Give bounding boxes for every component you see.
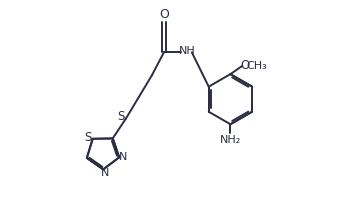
Text: CH₃: CH₃	[247, 61, 268, 71]
Text: O: O	[159, 8, 169, 21]
Text: N: N	[101, 168, 109, 178]
Text: N: N	[119, 152, 127, 162]
Text: NH₂: NH₂	[220, 135, 241, 145]
Text: S: S	[118, 110, 125, 123]
Text: NH: NH	[178, 46, 195, 56]
Text: S: S	[84, 131, 92, 144]
Text: O: O	[240, 59, 250, 72]
